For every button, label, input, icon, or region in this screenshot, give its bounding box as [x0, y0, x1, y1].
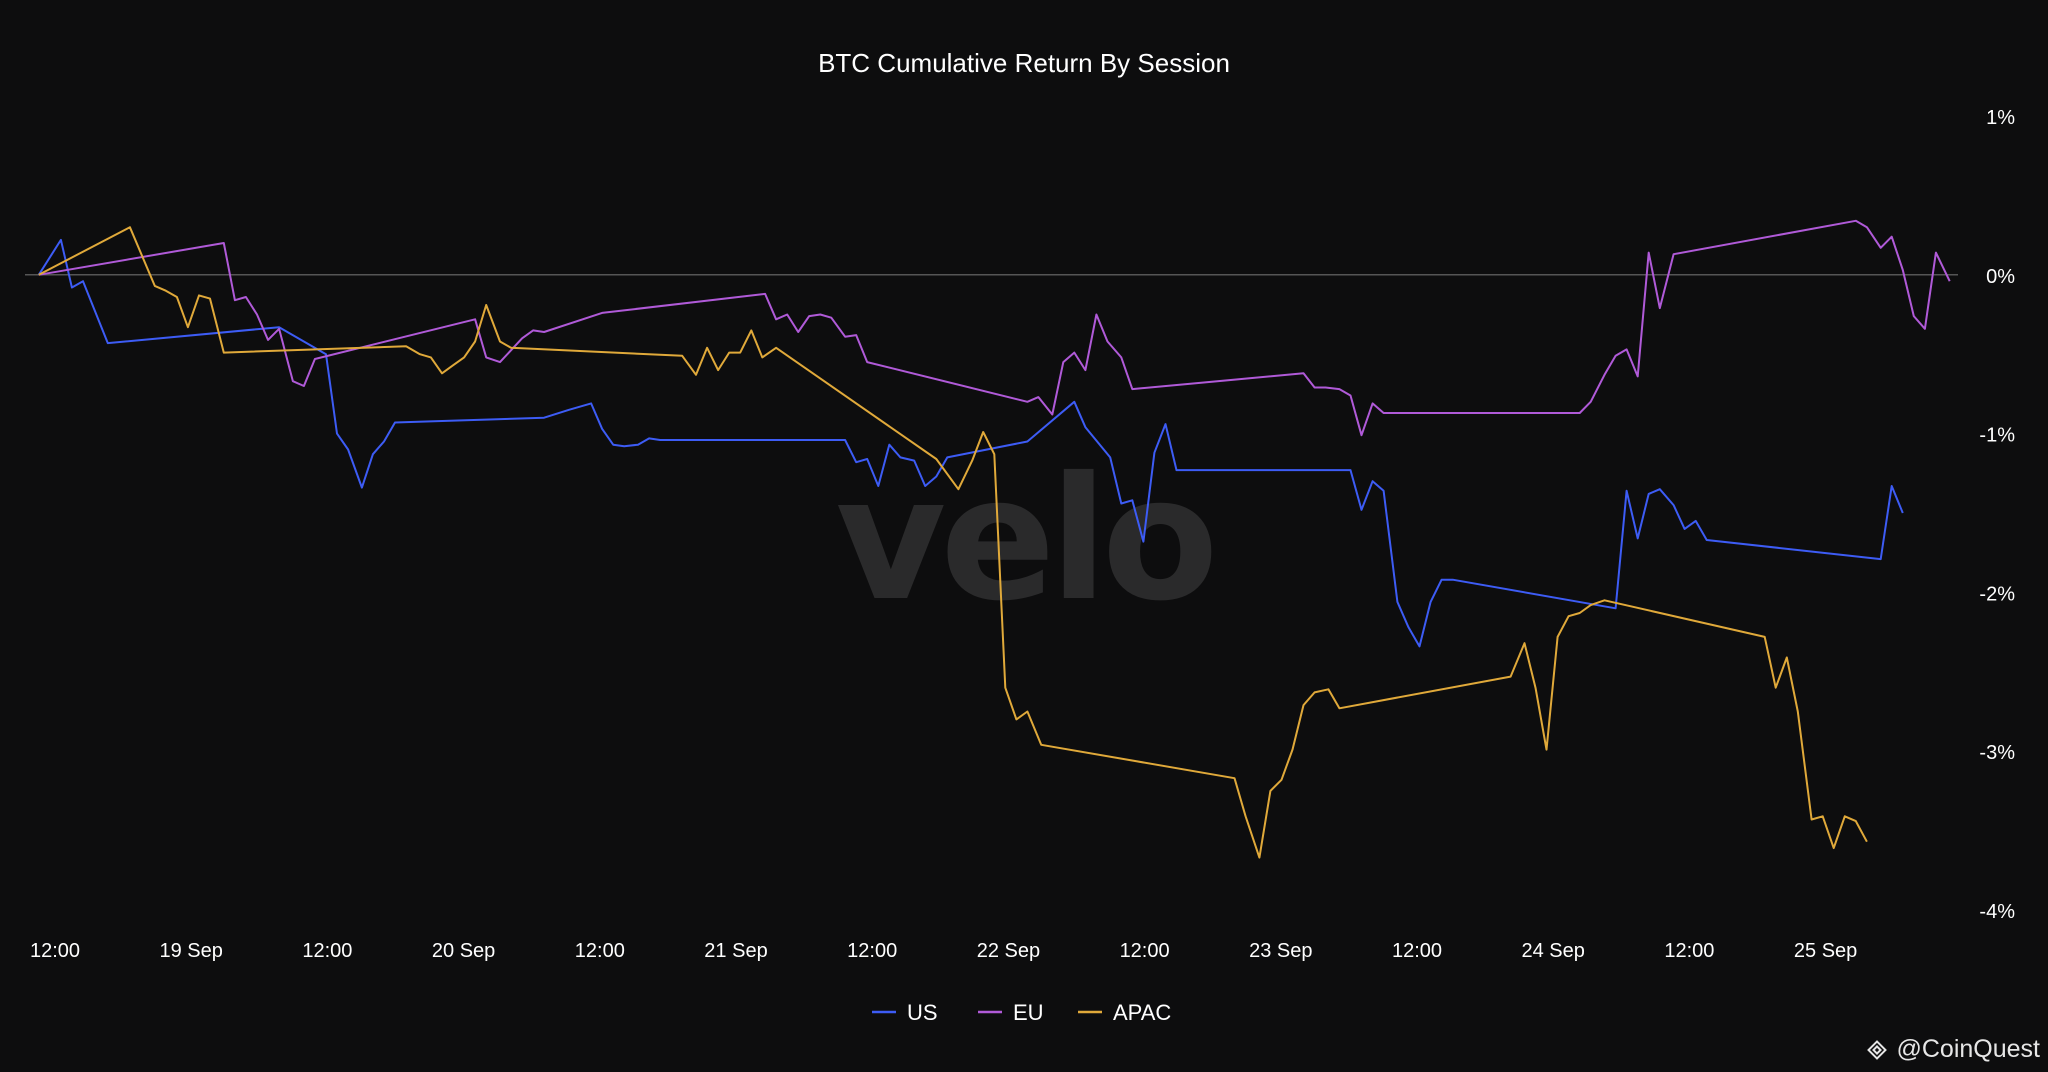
- y-axis: 1% 0% -1% -2% -3% -4%: [1979, 107, 2015, 923]
- x-tick-label: 25 Sep: [1794, 940, 1857, 962]
- legend-item-apac[interactable]: APAC: [1078, 1000, 1171, 1025]
- y-tick-label: -4%: [1979, 901, 2015, 923]
- legend: US EU APAC: [872, 1000, 1171, 1025]
- x-tick-label: 12:00: [1392, 940, 1442, 962]
- x-tick-label: 22 Sep: [977, 940, 1040, 962]
- x-tick-label: 12:00: [575, 940, 625, 962]
- chart-title: BTC Cumulative Return By Session: [818, 48, 1230, 78]
- y-tick-label: -1%: [1979, 425, 2015, 447]
- x-tick-label: 12:00: [302, 940, 352, 962]
- y-tick-label: -3%: [1979, 742, 2015, 764]
- x-tick-label: 12:00: [30, 940, 80, 962]
- watermark: velo: [835, 441, 1212, 639]
- legend-item-eu[interactable]: EU: [978, 1000, 1044, 1025]
- series-lines: [37, 219, 1951, 859]
- series-line-apac: [38, 226, 1868, 859]
- credit-text: @CoinQuest: [1896, 1035, 2041, 1063]
- legend-item-us[interactable]: US: [872, 1000, 938, 1025]
- binance-diamond-icon: [1866, 1039, 1887, 1060]
- x-tick-label: 21 Sep: [704, 940, 767, 962]
- x-axis: 12:00 19 Sep 12:00 20 Sep 12:00 21 Sep 12:00 22…: [30, 940, 1857, 962]
- credit: @CoinQuest: [1865, 1035, 2041, 1064]
- legend-label: EU: [1013, 1000, 1044, 1025]
- x-tick-label: 23 Sep: [1249, 940, 1312, 962]
- y-tick-label: -2%: [1979, 583, 2015, 605]
- y-tick-label: 0%: [1986, 266, 2015, 288]
- series-line-us: [37, 238, 1904, 648]
- y-tick-label: 1%: [1986, 107, 2015, 129]
- x-tick-label: 12:00: [1120, 940, 1170, 962]
- x-tick-label: 20 Sep: [432, 940, 495, 962]
- x-tick-label: 19 Sep: [160, 940, 223, 962]
- series-line-eu: [38, 219, 1951, 437]
- legend-label: US: [907, 1000, 938, 1025]
- x-tick-label: 12:00: [847, 940, 897, 962]
- legend-label: APAC: [1113, 1000, 1171, 1025]
- x-tick-label: 24 Sep: [1522, 940, 1585, 962]
- x-tick-label: 12:00: [1664, 940, 1714, 962]
